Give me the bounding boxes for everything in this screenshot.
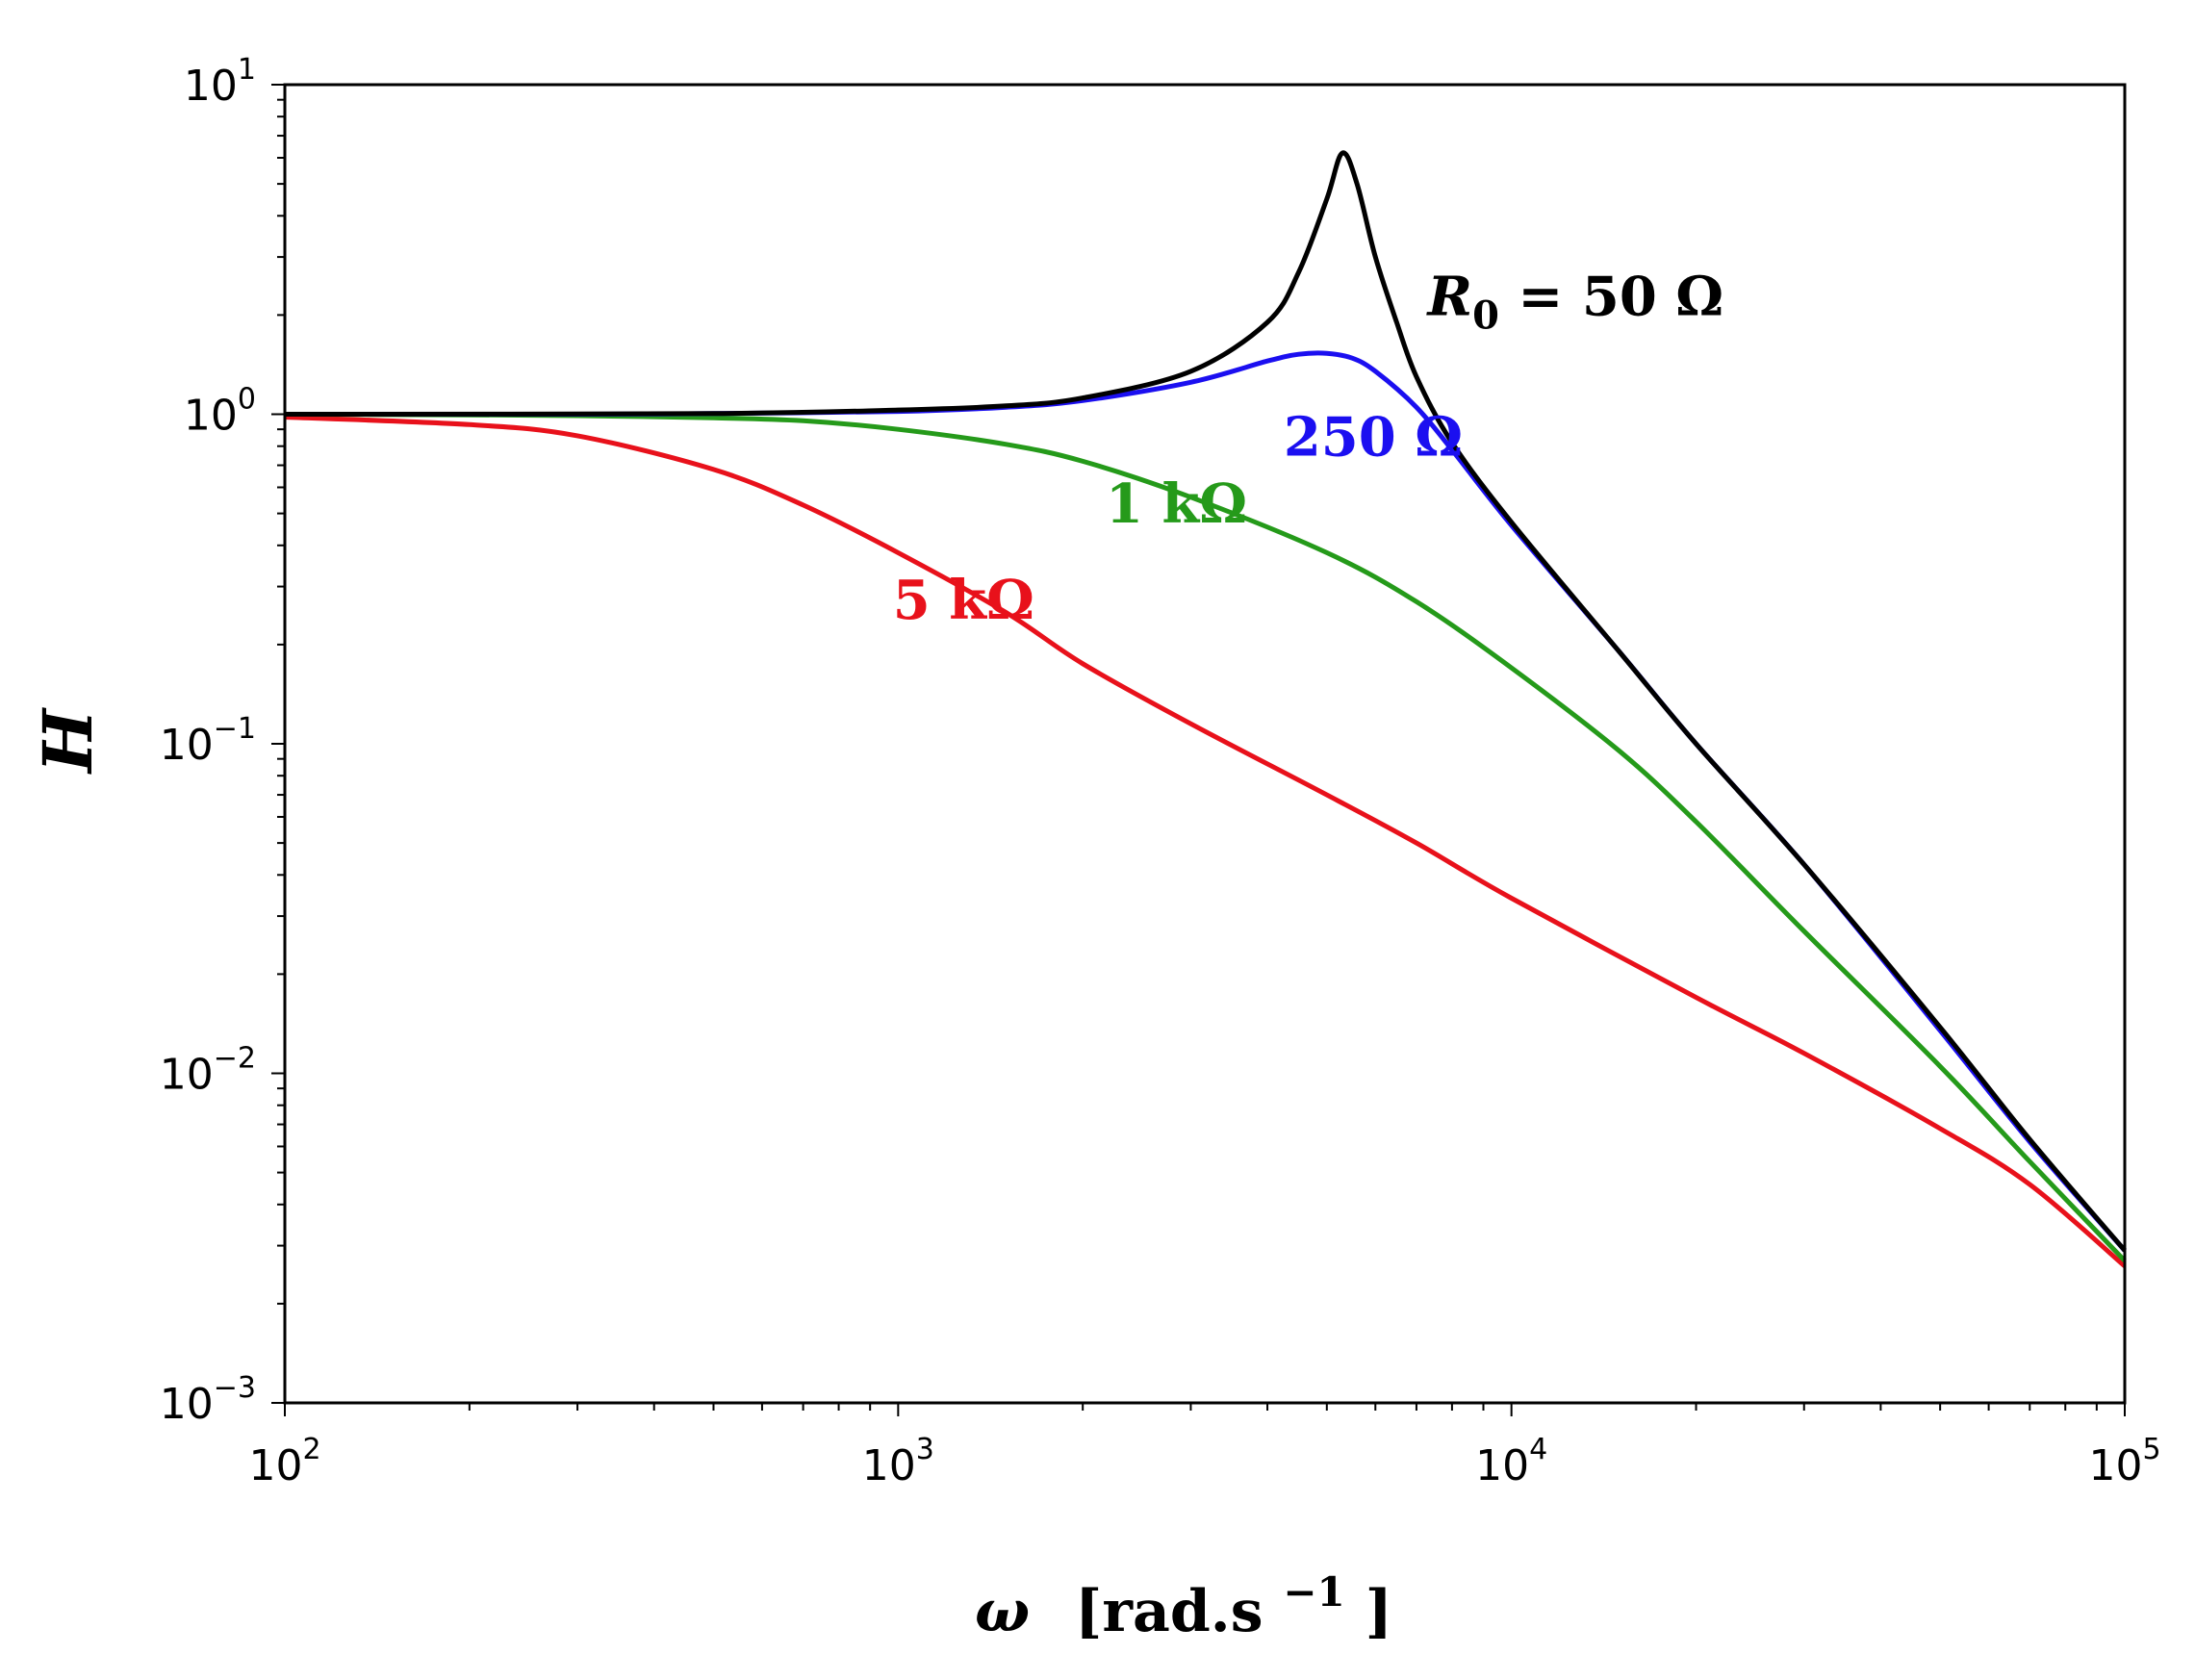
x-tick-label: 102 <box>248 1433 320 1490</box>
series-label: 5 kΩ <box>893 569 1034 632</box>
series-lines <box>284 150 2127 1268</box>
y-tick-label: 100 <box>184 383 256 441</box>
y-axis-label: H <box>28 707 108 775</box>
x-tick-label: 103 <box>862 1433 934 1490</box>
series-label: R0 = 50 Ω <box>1426 265 1724 338</box>
series-line <box>284 412 2127 1263</box>
x-axis-symbol: ω <box>975 1578 1030 1645</box>
x-tick-label: 104 <box>1475 1433 1547 1490</box>
y-tick-label: 10−2 <box>160 1042 256 1100</box>
y-tick-label: 101 <box>184 53 256 111</box>
series-labels: 5 kΩ 1 kΩ 250 Ω R0 = 50 Ω <box>893 265 1723 631</box>
x-tick-label: 105 <box>2088 1433 2160 1490</box>
series-line <box>284 415 2127 1268</box>
series-label: 250 Ω <box>1284 405 1463 469</box>
x-axis-unit: [rad.s <box>1075 1578 1263 1645</box>
y-tick-label: 10−1 <box>160 712 256 770</box>
y-tick-label: 10−3 <box>160 1371 256 1429</box>
x-axis-unit-close: ] <box>1365 1578 1392 1645</box>
x-axis-label: ω [rad.s −1 ] <box>975 1553 1392 1645</box>
series-label: 1 kΩ <box>1106 472 1247 536</box>
x-axis-unit-exp: −1 <box>1283 1568 1344 1616</box>
axis-ticks <box>271 84 2126 1416</box>
series-line <box>284 150 2127 1253</box>
plot-frame <box>283 83 2127 1405</box>
tick-labels: 102 103 104 105 10−3 10−2 10−1 100 101 <box>160 53 2161 1490</box>
